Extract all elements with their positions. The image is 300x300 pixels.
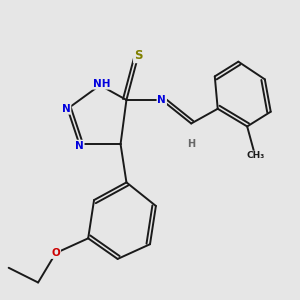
Text: NH: NH <box>93 79 110 89</box>
Text: O: O <box>51 248 60 258</box>
Text: CH₃: CH₃ <box>247 152 265 160</box>
Text: N: N <box>75 141 84 151</box>
Text: N: N <box>62 104 70 114</box>
Text: N: N <box>158 95 166 105</box>
Text: S: S <box>134 49 142 62</box>
Text: H: H <box>187 139 195 149</box>
